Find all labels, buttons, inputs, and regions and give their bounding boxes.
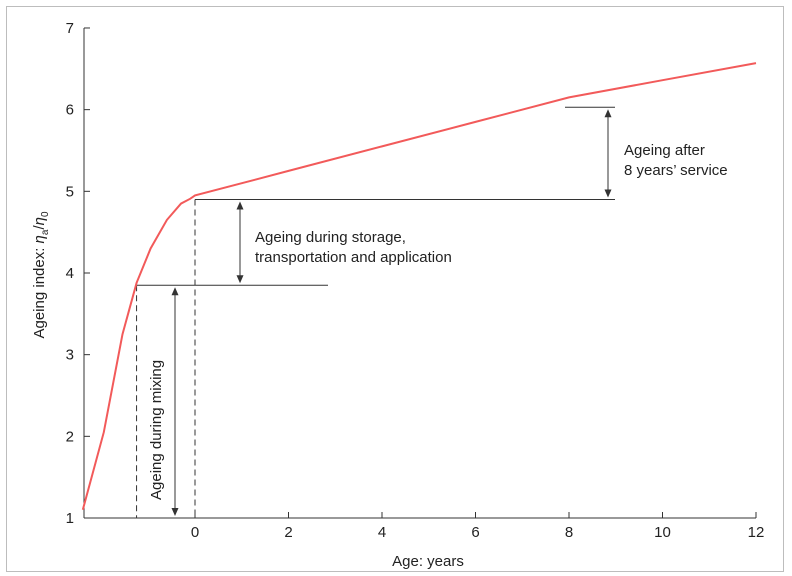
annotation-labels: Ageing during storage, transportation an… (148, 142, 728, 500)
x-tick-label: 10 (654, 524, 671, 541)
service-arrow-head-bottom (604, 189, 612, 198)
x-axis-label: Age: years (392, 553, 464, 570)
y-tick-label: 6 (66, 102, 74, 119)
x-tick-label: 8 (565, 524, 573, 541)
mixing-arrow-head-bottom (171, 508, 179, 516)
annotation-arrows (171, 109, 612, 516)
service-arrow (604, 109, 612, 198)
y-axis-label: Ageing index: ηa/η0 (31, 211, 51, 338)
x-tick-label: 4 (378, 524, 386, 541)
mixing-arrow-head-top (171, 287, 179, 296)
y-tick-label: 7 (66, 20, 74, 37)
y-tick-label: 2 (66, 428, 74, 445)
ageing-curve (81, 62, 757, 511)
y-tick-label: 1 (66, 510, 74, 527)
y-tick-label: 5 (66, 183, 74, 200)
y-tick-label: 4 (66, 265, 74, 282)
annotation-storage-line1: Ageing during storage, (255, 229, 406, 246)
storage-arrow (236, 201, 244, 284)
reference-lines (136, 106, 615, 518)
annotation-service-line2: 8 years’ service (624, 162, 728, 179)
storage-arrow-head-bottom (236, 275, 244, 284)
x-tick-label: 0 (191, 524, 199, 541)
storage-arrow-head-top (236, 201, 244, 210)
x-tick-label: 6 (471, 524, 479, 541)
service-arrow-head-top (604, 109, 612, 118)
annotation-service-line1: Ageing after (624, 142, 705, 159)
x-tick-label: 12 (748, 524, 765, 541)
mixing-arrow (171, 287, 179, 516)
annotation-mixing: Ageing during mixing (148, 360, 165, 500)
x-tick-label: 2 (284, 524, 292, 541)
y-tick-label: 3 (66, 347, 74, 364)
annotation-storage-line2: transportation and application (255, 249, 452, 266)
